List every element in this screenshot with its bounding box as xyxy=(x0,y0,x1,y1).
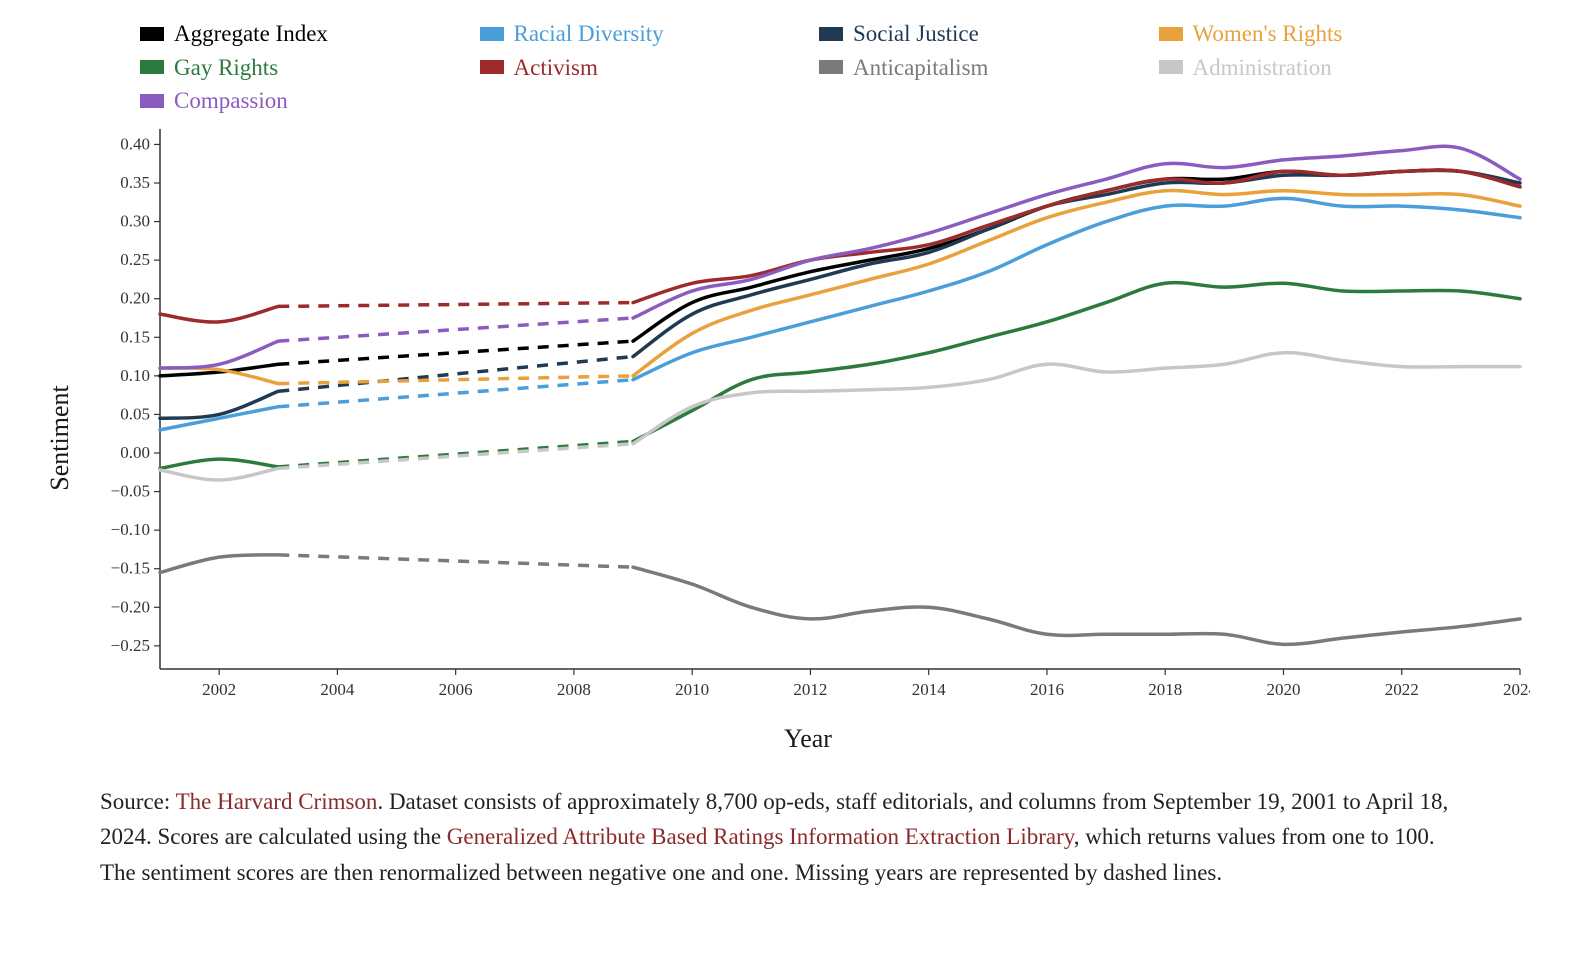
legend-label: Compassion xyxy=(174,87,288,115)
legend-label: Activism xyxy=(514,54,598,82)
series-line-dashed xyxy=(278,379,633,406)
x-tick-label: 2012 xyxy=(793,680,827,699)
legend-swatch xyxy=(140,27,164,41)
series-line xyxy=(160,555,278,573)
y-tick-label: 0.35 xyxy=(120,173,150,192)
chart-area: Sentiment −0.25−0.20−0.15−0.10−0.050.000… xyxy=(100,123,1516,754)
x-tick-label: 2006 xyxy=(439,680,473,699)
legend-item: Aggregate Index xyxy=(140,20,472,48)
y-tick-label: −0.10 xyxy=(111,520,150,539)
legend-swatch xyxy=(140,60,164,74)
x-axis-label: Year xyxy=(100,724,1516,754)
y-tick-label: 0.10 xyxy=(120,366,150,385)
legend-item: Women's Rights xyxy=(1159,20,1491,48)
legend-item: Racial Diversity xyxy=(480,20,812,48)
y-tick-label: 0.40 xyxy=(120,134,150,153)
x-tick-label: 2016 xyxy=(1030,680,1064,699)
legend-label: Administration xyxy=(1193,54,1332,82)
x-tick-label: 2014 xyxy=(912,680,947,699)
series-line xyxy=(633,567,1520,644)
x-tick-label: 2022 xyxy=(1385,680,1419,699)
legend-label: Women's Rights xyxy=(1193,20,1343,48)
y-tick-label: 0.15 xyxy=(120,327,150,346)
x-tick-label: 2002 xyxy=(202,680,236,699)
legend-swatch xyxy=(819,60,843,74)
figure-container: Aggregate Index Racial Diversity Social Ju… xyxy=(0,0,1576,964)
y-tick-label: 0.05 xyxy=(120,404,150,423)
series-line-dashed xyxy=(278,444,633,469)
source-link[interactable]: The Harvard Crimson xyxy=(176,789,378,814)
y-tick-label: −0.05 xyxy=(111,481,150,500)
y-tick-label: 0.30 xyxy=(120,211,150,230)
legend-swatch xyxy=(140,94,164,108)
legend-item: Compassion xyxy=(140,87,472,115)
legend-item: Gay Rights xyxy=(140,54,472,82)
series-line xyxy=(160,306,278,322)
x-tick-label: 2004 xyxy=(320,680,355,699)
y-tick-label: 0.25 xyxy=(120,250,150,269)
legend-swatch xyxy=(480,60,504,74)
y-tick-label: 0.20 xyxy=(120,288,150,307)
series-line-dashed xyxy=(278,441,633,466)
series-line-dashed xyxy=(278,356,633,391)
series-line xyxy=(160,459,278,468)
y-tick-label: −0.20 xyxy=(111,597,150,616)
legend-label: Social Justice xyxy=(853,20,979,48)
library-link[interactable]: Generalized Attribute Based Ratings Info… xyxy=(447,824,1074,849)
legend-item: Activism xyxy=(480,54,812,82)
legend-label: Anticapitalism xyxy=(853,54,988,82)
legend-item: Social Justice xyxy=(819,20,1151,48)
x-tick-label: 2020 xyxy=(1266,680,1300,699)
x-tick-label: 2024 xyxy=(1503,680,1530,699)
y-tick-label: −0.15 xyxy=(111,558,150,577)
legend: Aggregate Index Racial Diversity Social Ju… xyxy=(140,20,1490,115)
series-line-dashed xyxy=(278,318,633,341)
x-tick-label: 2010 xyxy=(675,680,709,699)
series-line xyxy=(160,468,278,480)
series-line xyxy=(633,352,1520,443)
series-line-dashed xyxy=(278,302,633,306)
legend-label: Gay Rights xyxy=(174,54,278,82)
legend-swatch xyxy=(1159,27,1183,41)
legend-swatch xyxy=(480,27,504,41)
legend-label: Racial Diversity xyxy=(514,20,664,48)
series-line xyxy=(160,341,278,368)
series-line xyxy=(160,391,278,418)
y-axis-label: Sentiment xyxy=(45,386,75,491)
legend-swatch xyxy=(819,27,843,41)
caption-prefix: Source: xyxy=(100,789,176,814)
x-tick-label: 2008 xyxy=(557,680,591,699)
source-caption: Source: The Harvard Crimson. Dataset con… xyxy=(100,784,1456,891)
line-chart: −0.25 −0.20 −0.15 −0.10 −0.05 0.00 0.05 0.10 0.1… xyxy=(100,123,1530,713)
legend-item: Anticapitalism xyxy=(819,54,1151,82)
legend-item: Administration xyxy=(1159,54,1491,82)
y-tick-label: 0.00 xyxy=(120,443,150,462)
series-line-dashed xyxy=(278,555,633,567)
y-tick-label: −0.25 xyxy=(111,636,150,655)
x-tick-label: 2018 xyxy=(1148,680,1182,699)
legend-swatch xyxy=(1159,60,1183,74)
legend-label: Aggregate Index xyxy=(174,20,328,48)
